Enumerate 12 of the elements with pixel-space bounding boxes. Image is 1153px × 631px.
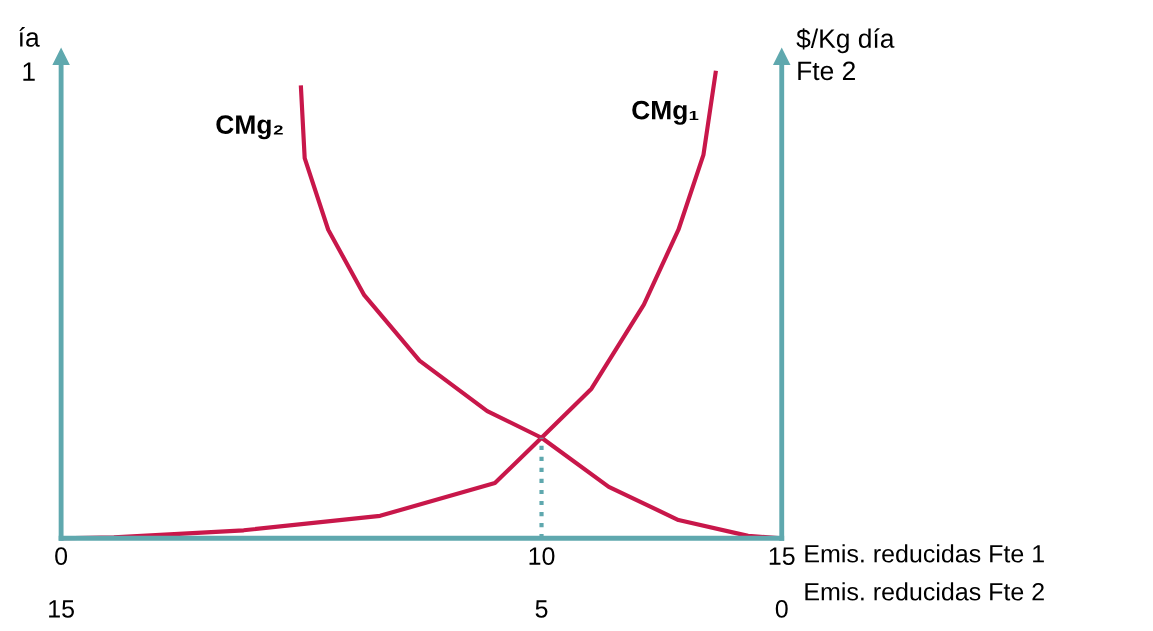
y2-axis-title: $/Kg día Fte 2: [796, 28, 895, 81]
x2-tick-label: 5: [535, 600, 548, 618]
x-axis-title: Emis. reducidas Fte 1: [805, 544, 1044, 563]
x-tick-label: 10: [529, 547, 555, 565]
x2-tick-label: 15: [49, 600, 74, 618]
x-tick-label: 0: [55, 547, 68, 565]
x2-tick-label: 0: [775, 600, 788, 618]
x-tick-label: 15: [769, 547, 795, 565]
x2-axis-title: Emis. reducidas Fte 2: [805, 582, 1044, 601]
y-axis-title: ía 1: [19, 27, 40, 81]
series-label: CMg₂: [216, 115, 283, 140]
series-label: CMg₁: [632, 100, 699, 125]
